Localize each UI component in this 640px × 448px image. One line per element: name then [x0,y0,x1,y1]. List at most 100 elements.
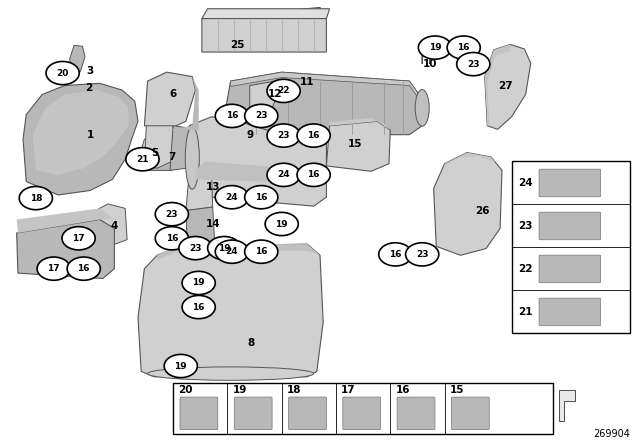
Polygon shape [138,161,172,170]
Text: 7: 7 [168,152,175,162]
Text: 16: 16 [307,131,320,140]
Text: 5: 5 [152,147,159,158]
Text: 16: 16 [389,250,402,259]
Circle shape [179,237,212,260]
FancyBboxPatch shape [234,397,272,430]
Polygon shape [145,126,173,168]
Circle shape [62,227,95,250]
Text: 19: 19 [218,244,230,253]
Circle shape [215,104,248,128]
Text: 16: 16 [396,385,410,395]
Circle shape [182,296,215,319]
Polygon shape [186,207,214,244]
Text: 24: 24 [225,247,238,256]
Circle shape [164,354,197,378]
Circle shape [37,257,70,280]
Circle shape [244,240,278,263]
Text: 11: 11 [300,77,314,87]
Polygon shape [145,72,195,130]
Text: 24: 24 [277,170,290,179]
Polygon shape [189,117,326,206]
Text: 23: 23 [277,131,290,140]
Text: 16: 16 [193,302,205,311]
Text: 14: 14 [206,219,221,229]
Circle shape [379,243,412,266]
Polygon shape [445,152,502,170]
Text: 15: 15 [450,385,464,395]
Polygon shape [87,204,127,246]
Text: 23: 23 [189,244,202,253]
Circle shape [457,52,490,76]
Text: 18: 18 [29,194,42,202]
Polygon shape [224,72,422,135]
Text: 20: 20 [178,385,193,395]
Text: 15: 15 [348,138,362,149]
Polygon shape [17,208,115,233]
Polygon shape [70,45,85,81]
Circle shape [267,124,300,147]
Polygon shape [33,90,129,175]
FancyBboxPatch shape [511,161,630,333]
Text: 1: 1 [86,129,93,140]
Circle shape [215,185,248,209]
Text: 21: 21 [518,307,532,317]
Text: 25: 25 [230,40,244,50]
Circle shape [265,212,298,236]
Text: 19: 19 [275,220,288,228]
Text: 23: 23 [416,250,428,259]
Text: 16: 16 [255,193,268,202]
Text: 23: 23 [518,221,532,231]
Polygon shape [484,44,510,126]
Ellipse shape [185,127,199,189]
Text: 17: 17 [47,264,60,273]
Text: 16: 16 [166,234,178,243]
Polygon shape [167,77,198,130]
Text: 26: 26 [476,206,490,215]
Text: 24: 24 [518,178,532,188]
Text: 19: 19 [232,385,247,395]
Text: 13: 13 [206,182,221,192]
Text: 9: 9 [246,129,253,140]
Polygon shape [186,171,212,211]
Polygon shape [434,152,502,255]
Text: 10: 10 [422,59,437,69]
Circle shape [447,36,480,59]
Circle shape [156,227,188,250]
Circle shape [267,79,300,103]
Circle shape [267,163,300,186]
Polygon shape [138,135,176,161]
Text: 17: 17 [72,234,85,243]
Text: 16: 16 [307,170,320,179]
Polygon shape [484,44,531,129]
FancyBboxPatch shape [173,383,553,434]
FancyBboxPatch shape [539,212,601,240]
Polygon shape [23,83,138,195]
Text: 6: 6 [170,90,177,99]
Polygon shape [17,220,115,279]
Text: 17: 17 [341,385,356,395]
Text: 23: 23 [255,112,268,121]
Circle shape [207,237,241,260]
Polygon shape [202,9,330,18]
Ellipse shape [415,90,429,126]
Polygon shape [170,126,189,170]
Text: 16: 16 [458,43,470,52]
Text: 24: 24 [225,193,238,202]
Circle shape [297,124,330,147]
Text: 20: 20 [56,69,69,78]
Text: 27: 27 [498,82,513,91]
Polygon shape [195,161,326,184]
Circle shape [19,186,52,210]
FancyBboxPatch shape [539,169,601,197]
FancyBboxPatch shape [397,397,435,430]
Polygon shape [202,8,326,52]
Text: 269904: 269904 [593,429,630,439]
Text: 22: 22 [518,264,532,274]
Polygon shape [157,244,320,260]
Circle shape [182,271,215,295]
Text: 16: 16 [77,264,90,273]
Circle shape [67,257,100,280]
Circle shape [244,185,278,209]
Text: 23: 23 [166,210,178,219]
Polygon shape [250,81,278,110]
